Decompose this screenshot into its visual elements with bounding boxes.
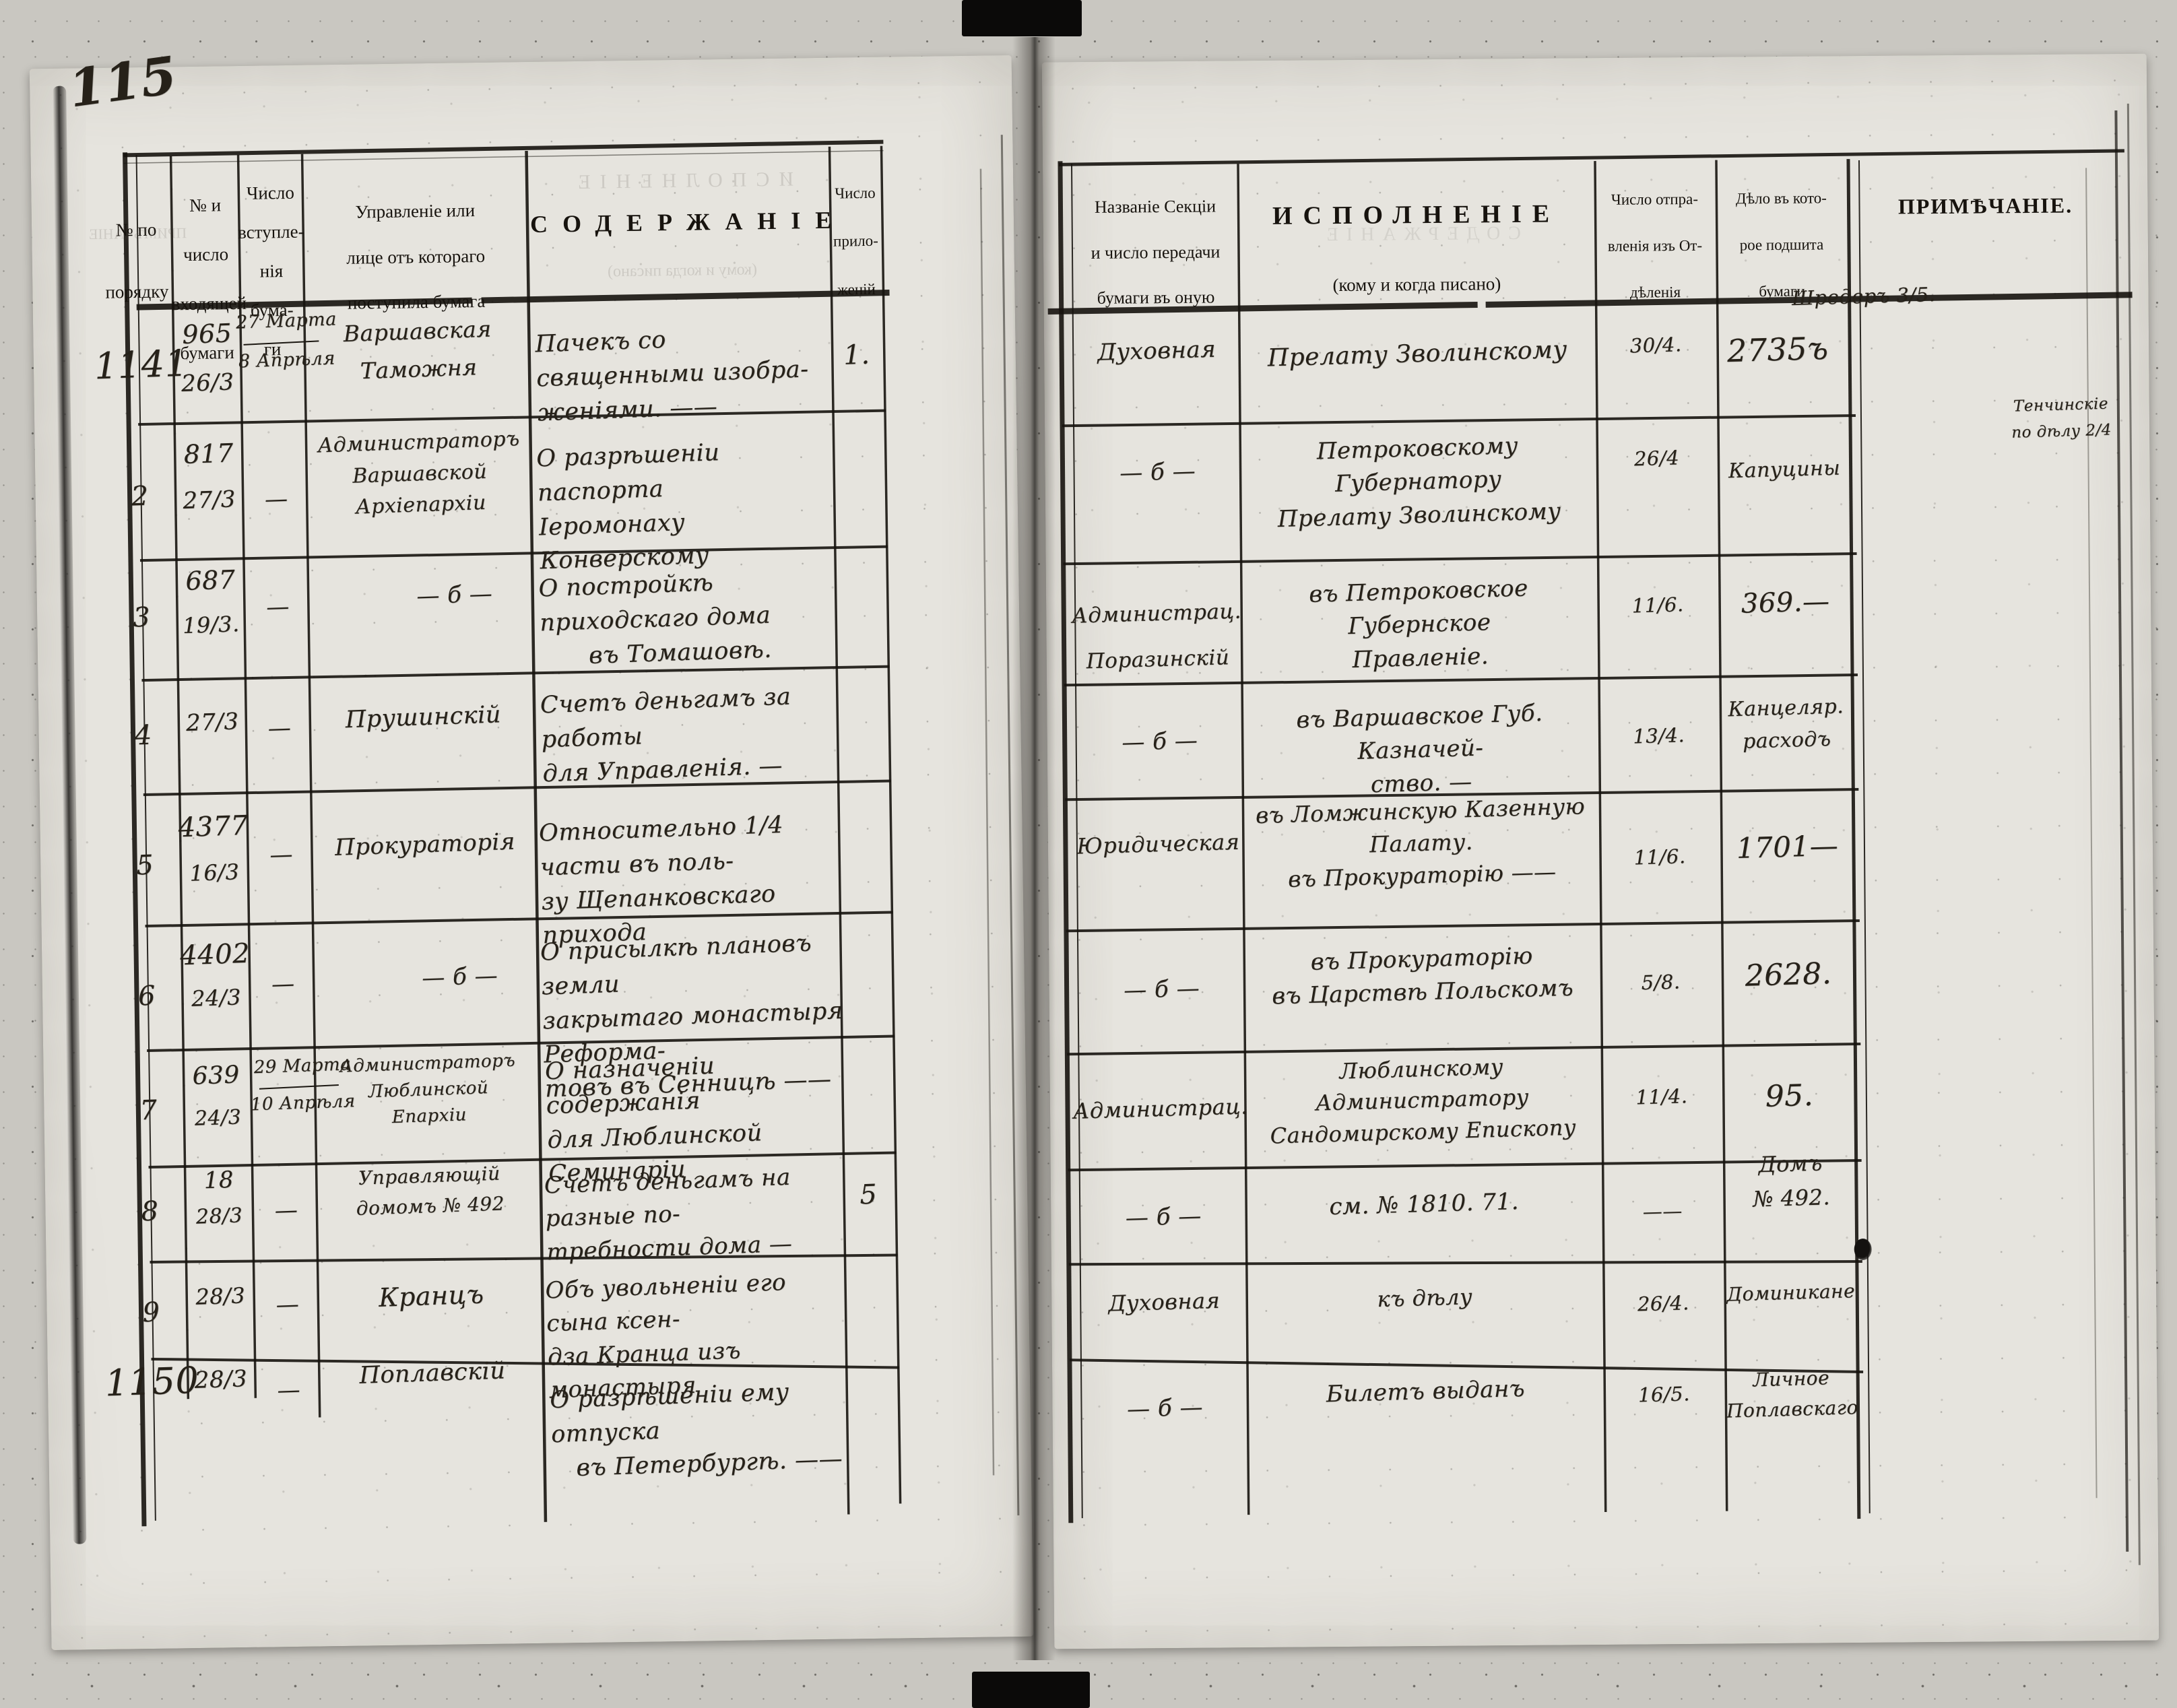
binding-clip-bottom bbox=[972, 1672, 1090, 1708]
row-file: 2628. bbox=[1745, 956, 1832, 993]
row-execution: въ Прокураторію въ Царствѣ Польскомъ bbox=[1271, 942, 1574, 1010]
header-section: Названіе Секціи и число передачи бумаги … bbox=[1091, 196, 1221, 308]
row-dispatched: 11/6. bbox=[1631, 593, 1685, 618]
row-file: 369.— bbox=[1741, 585, 1831, 620]
row-note: Тенчинскіе по дѣлу 2/4 bbox=[2011, 395, 2112, 442]
row-file: Доминикане bbox=[1726, 1280, 1856, 1306]
row-file: Капуцины bbox=[1728, 456, 1841, 484]
header-note: ПРИМѢЧАНІЕ. bbox=[1897, 193, 2073, 219]
row-section: — б — bbox=[1126, 1393, 1204, 1423]
row-section: Духовная bbox=[1097, 335, 1216, 366]
row-section: Администрац. Поразинскій bbox=[1071, 599, 1242, 674]
row-dispatched: 30/4. bbox=[1629, 333, 1683, 358]
row-dispatched: 11/4. bbox=[1635, 1084, 1688, 1109]
binding-gutter-shadow bbox=[1012, 37, 1055, 1660]
row-section: Юридическая bbox=[1076, 828, 1240, 859]
row-section: — б — bbox=[1119, 457, 1196, 487]
row-dispatched: 13/4. bbox=[1632, 723, 1685, 748]
row-dispatched: 11/6. bbox=[1633, 845, 1686, 869]
row-file: 1701— bbox=[1736, 828, 1839, 865]
row-file: 95. bbox=[1764, 1078, 1814, 1114]
row-dispatched: —— bbox=[1642, 1199, 1683, 1224]
row-file: Домъ № 492. bbox=[1752, 1150, 1831, 1212]
row-dispatched: 26/4 bbox=[1633, 446, 1680, 471]
row-execution: Люблинскому Администратору Сандомирскому… bbox=[1270, 1053, 1577, 1149]
row-file: Личное Поплавскаго bbox=[1726, 1367, 1859, 1422]
row-file: 2735ъ bbox=[1726, 329, 1829, 370]
row-section: Духовная bbox=[1107, 1287, 1221, 1317]
row-execution: Петроковскому Губернатору Прелату Зволин… bbox=[1277, 432, 1562, 533]
ink-blot bbox=[1854, 1238, 1872, 1261]
row-dispatched: 5/8. bbox=[1641, 970, 1681, 995]
row-section: Администрац. bbox=[1072, 1093, 1249, 1124]
row-execution: въ Ломжинскую Казенную Палату. въ Прокур… bbox=[1255, 793, 1586, 892]
header-execution-sub: (кому и когда писано) bbox=[1332, 273, 1501, 296]
row-execution: въ Варшавское Губ. Казначей- ство. — bbox=[1295, 699, 1543, 798]
row-section: — б — bbox=[1121, 727, 1198, 756]
header-dispatched: Число отпра- вленія изъ От- дѣленія bbox=[1607, 190, 1703, 301]
binding-clip-top bbox=[962, 0, 1082, 36]
row-section: — б — bbox=[1125, 1202, 1202, 1232]
row-execution: въ Петроковское Губернское Правленіе. bbox=[1308, 574, 1529, 674]
header-execution: ИСПОЛНЕНІЕ bbox=[1272, 199, 1561, 230]
row-file: Канцеляр. расходъ bbox=[1727, 694, 1844, 754]
row-dispatched: 16/5. bbox=[1637, 1382, 1691, 1407]
row-section: — б — bbox=[1123, 975, 1200, 1004]
row-dispatched: 26/4. bbox=[1637, 1291, 1690, 1316]
